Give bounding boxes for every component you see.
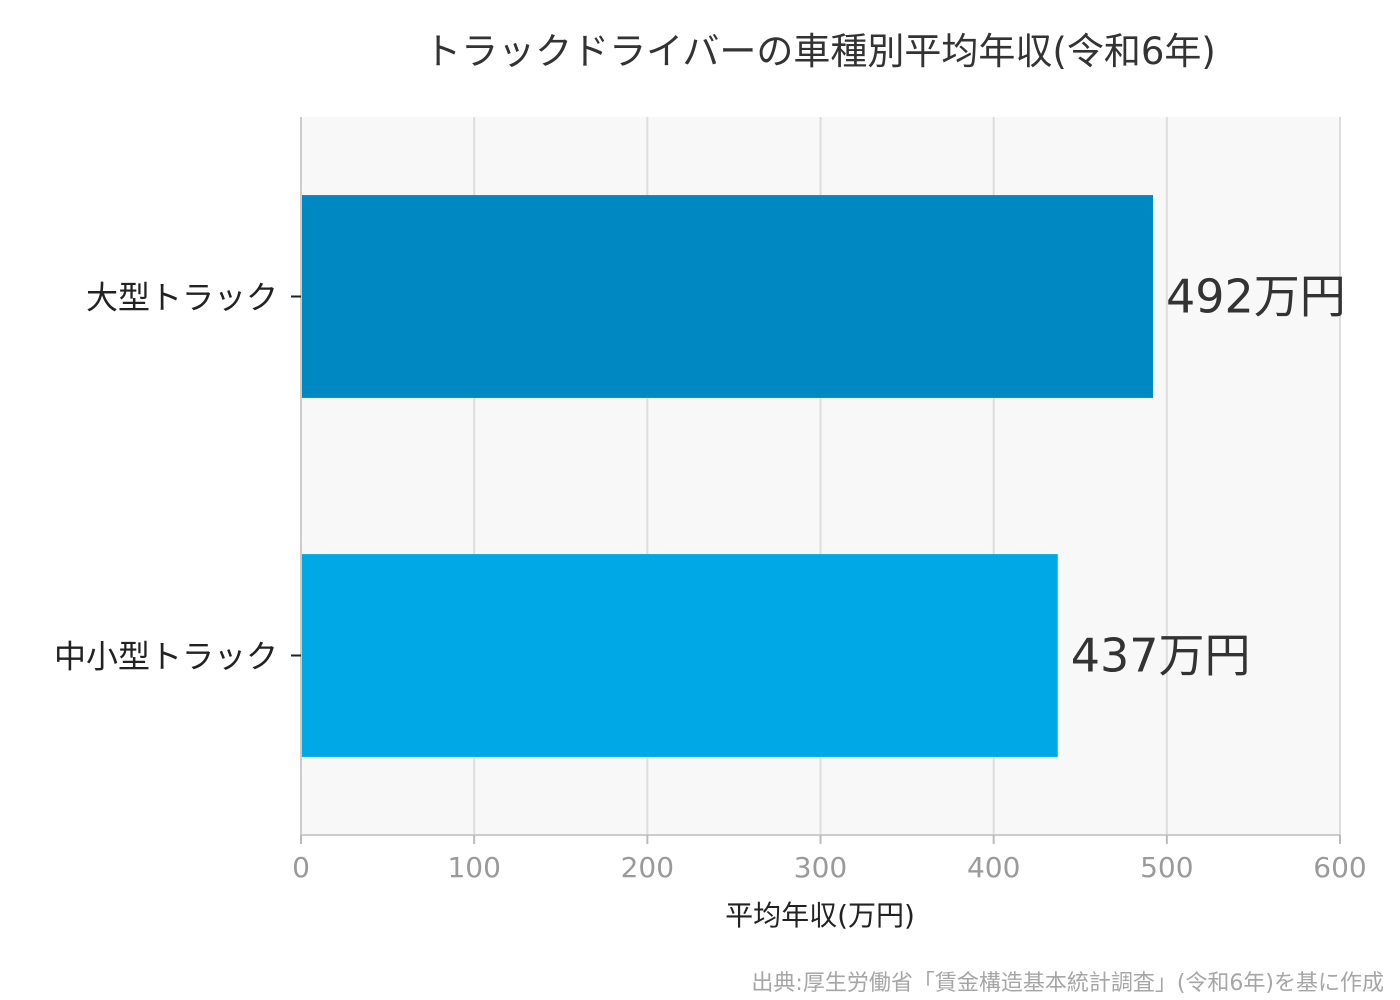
x-axis-ticks: 0 100 200 300 400 500 600 [292, 835, 1367, 884]
chart-title: トラックドライバーの車種別平均年収(令和6年) [424, 30, 1216, 73]
x-tick-label: 200 [621, 851, 674, 884]
x-tick-label: 500 [1140, 851, 1193, 884]
source-note: 出典:厚生労働省「賃金構造基本統計調査」(令和6年)を基に作成 [751, 971, 1384, 996]
category-label: 大型トラック [86, 279, 278, 317]
x-axis-title: 平均年収(万円) [725, 899, 915, 932]
bar-data-label: 437万円 [1071, 629, 1251, 683]
bar-data-label: 492万円 [1166, 270, 1346, 324]
x-tick-label: 0 [292, 851, 310, 884]
x-tick-label: 400 [967, 851, 1020, 884]
x-tick-label: 100 [447, 851, 500, 884]
category-label: 中小型トラック [54, 638, 278, 676]
bar [301, 554, 1058, 757]
bars: 492万円 437万円 [301, 195, 1346, 757]
x-tick-label: 300 [794, 851, 847, 884]
x-tick-label: 600 [1313, 851, 1366, 884]
bar [301, 195, 1153, 398]
